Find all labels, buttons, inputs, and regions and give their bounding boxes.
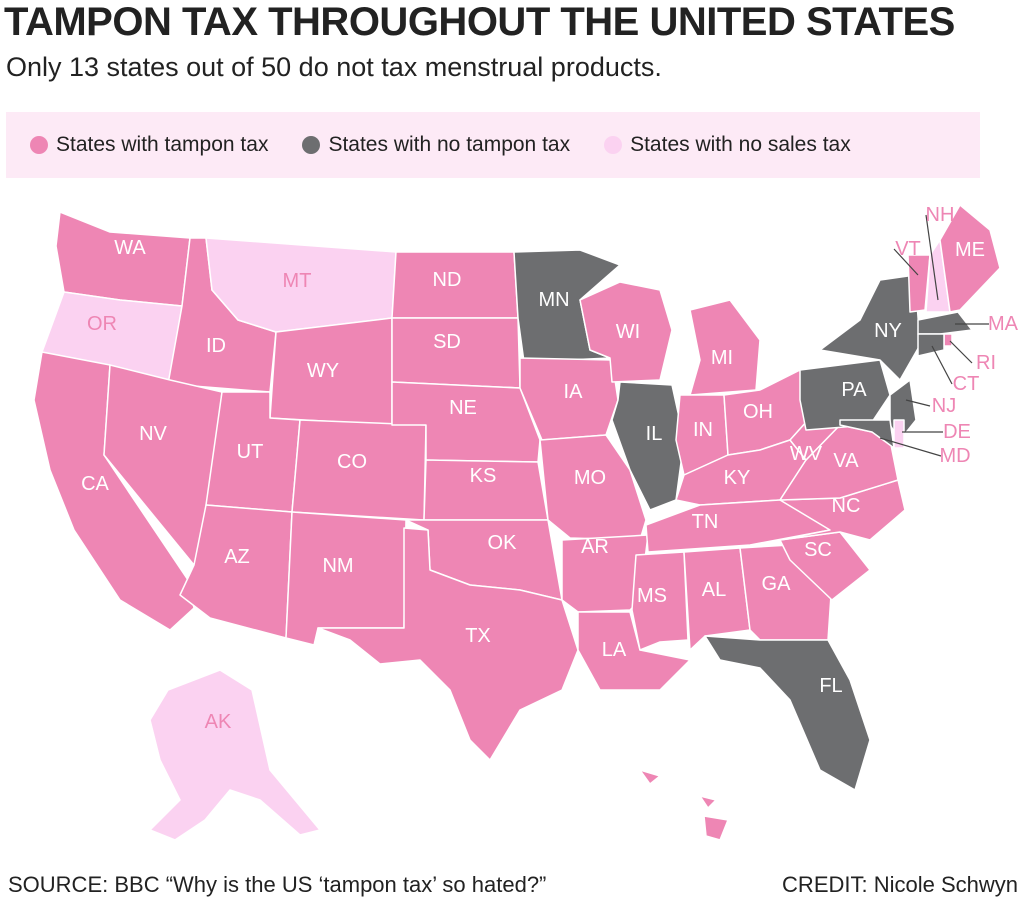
state-label-md: MD xyxy=(939,445,970,467)
state-label-oh: OH xyxy=(743,401,773,423)
state-label-ma: MA xyxy=(988,313,1019,335)
state-label-de: DE xyxy=(943,421,971,443)
state-label-tn: TN xyxy=(692,511,719,533)
state-label-ar: AR xyxy=(581,536,609,558)
state-wi xyxy=(579,281,673,383)
state-ma xyxy=(917,311,973,335)
state-label-fl: FL xyxy=(819,675,842,697)
state-label-mt: MT xyxy=(283,270,312,292)
map-title: TAMPON TAX THROUGHOUT THE UNITED STATES xyxy=(4,0,955,44)
state-label-sd: SD xyxy=(433,331,461,353)
state-il xyxy=(611,381,685,511)
state-label-wv: WV xyxy=(790,443,823,465)
state-label-ri: RI xyxy=(976,352,996,374)
state-hi xyxy=(639,769,729,841)
state-label-ks: KS xyxy=(470,465,497,487)
state-label-ok: OK xyxy=(488,532,518,554)
state-label-vt: VT xyxy=(895,238,921,260)
state-label-mi: MI xyxy=(711,347,733,369)
state-fl xyxy=(704,635,871,791)
state-label-il: IL xyxy=(646,423,663,445)
legend-item-no-sales-tax: States with no sales tax xyxy=(604,133,851,157)
legend-label-no-sales-tax: States with no sales tax xyxy=(630,133,851,156)
state-nm xyxy=(285,511,407,646)
state-label-al: AL xyxy=(702,579,726,601)
state-label-nj: NJ xyxy=(932,395,956,417)
state-label-nd: ND xyxy=(433,269,462,291)
state-label-ak: AK xyxy=(205,711,232,733)
legend: States with tampon tax States with no ta… xyxy=(6,112,980,178)
state-label-ny: NY xyxy=(874,320,902,342)
state-label-me: ME xyxy=(955,239,985,261)
credit-note: CREDIT: Nicole Schwyn xyxy=(782,872,1018,897)
state-ak xyxy=(149,669,321,841)
state-label-wy: WY xyxy=(307,360,339,382)
state-ri xyxy=(943,333,953,347)
state-label-ms: MS xyxy=(637,585,667,607)
us-map: WA OR CA ID NV MT WY UT AZ CO NM ND SD NE KS OK TX MN IA MO… xyxy=(33,204,1019,841)
state-label-ne: NE xyxy=(449,397,477,419)
state-md xyxy=(839,419,895,449)
legend-label-no-tampon-tax: States with no tampon tax xyxy=(328,133,571,156)
legend-swatch-tampon-tax xyxy=(30,136,48,154)
state-label-or: OR xyxy=(87,313,117,335)
state-label-ca: CA xyxy=(81,473,109,495)
state-tx xyxy=(317,527,579,761)
state-me xyxy=(939,204,1001,313)
leader-line-vt xyxy=(893,248,919,276)
state-label-ga: GA xyxy=(762,573,792,595)
state-label-sc: SC xyxy=(804,539,832,561)
legend-swatch-no-tampon-tax xyxy=(302,136,321,154)
leader-line-nh xyxy=(925,214,939,301)
state-label-ut: UT xyxy=(237,441,264,463)
state-label-ia: IA xyxy=(564,381,584,403)
legend-item-no-tampon-tax: States with no tampon tax xyxy=(302,133,570,157)
state-label-tx: TX xyxy=(465,625,491,647)
state-label-wa: WA xyxy=(114,237,146,259)
state-label-ct: CT xyxy=(953,373,980,395)
state-label-wi: WI xyxy=(616,321,640,343)
state-ct xyxy=(917,333,945,357)
state-la xyxy=(577,611,691,691)
state-label-nh: NH xyxy=(926,204,955,226)
state-label-nc: NC xyxy=(832,495,861,517)
state-label-nm: NM xyxy=(322,555,353,577)
leader-line-nj xyxy=(905,399,931,407)
state-de xyxy=(893,419,905,449)
map-subtitle: Only 13 states out of 50 do not tax mens… xyxy=(6,52,662,82)
leader-line-ri xyxy=(949,340,973,364)
state-label-hi: HI xyxy=(754,780,774,802)
state-label-az: AZ xyxy=(224,546,250,568)
state-label-in: IN xyxy=(693,419,713,441)
state-label-co: CO xyxy=(337,451,367,473)
state-label-pa: PA xyxy=(841,379,867,401)
state-label-id: ID xyxy=(206,335,226,357)
state-label-mo: MO xyxy=(574,467,606,489)
state-label-ky: KY xyxy=(724,467,751,489)
state-sd xyxy=(391,317,521,389)
state-al xyxy=(683,547,751,651)
legend-label-tampon-tax: States with tampon tax xyxy=(56,133,269,156)
state-mo xyxy=(539,434,647,541)
leader-line-ct xyxy=(931,345,953,385)
state-label-nv: NV xyxy=(139,423,167,445)
state-wa xyxy=(55,211,191,307)
state-label-la: LA xyxy=(602,639,627,661)
state-label-va: VA xyxy=(833,450,859,472)
source-note: SOURCE: BBC “Why is the US ‘tampon tax’ … xyxy=(8,872,547,897)
state-label-mn: MN xyxy=(538,289,569,311)
legend-swatch-no-sales-tax xyxy=(604,136,623,154)
legend-item-tampon-tax: States with tampon tax xyxy=(30,133,268,157)
leader-line-md xyxy=(879,437,942,457)
